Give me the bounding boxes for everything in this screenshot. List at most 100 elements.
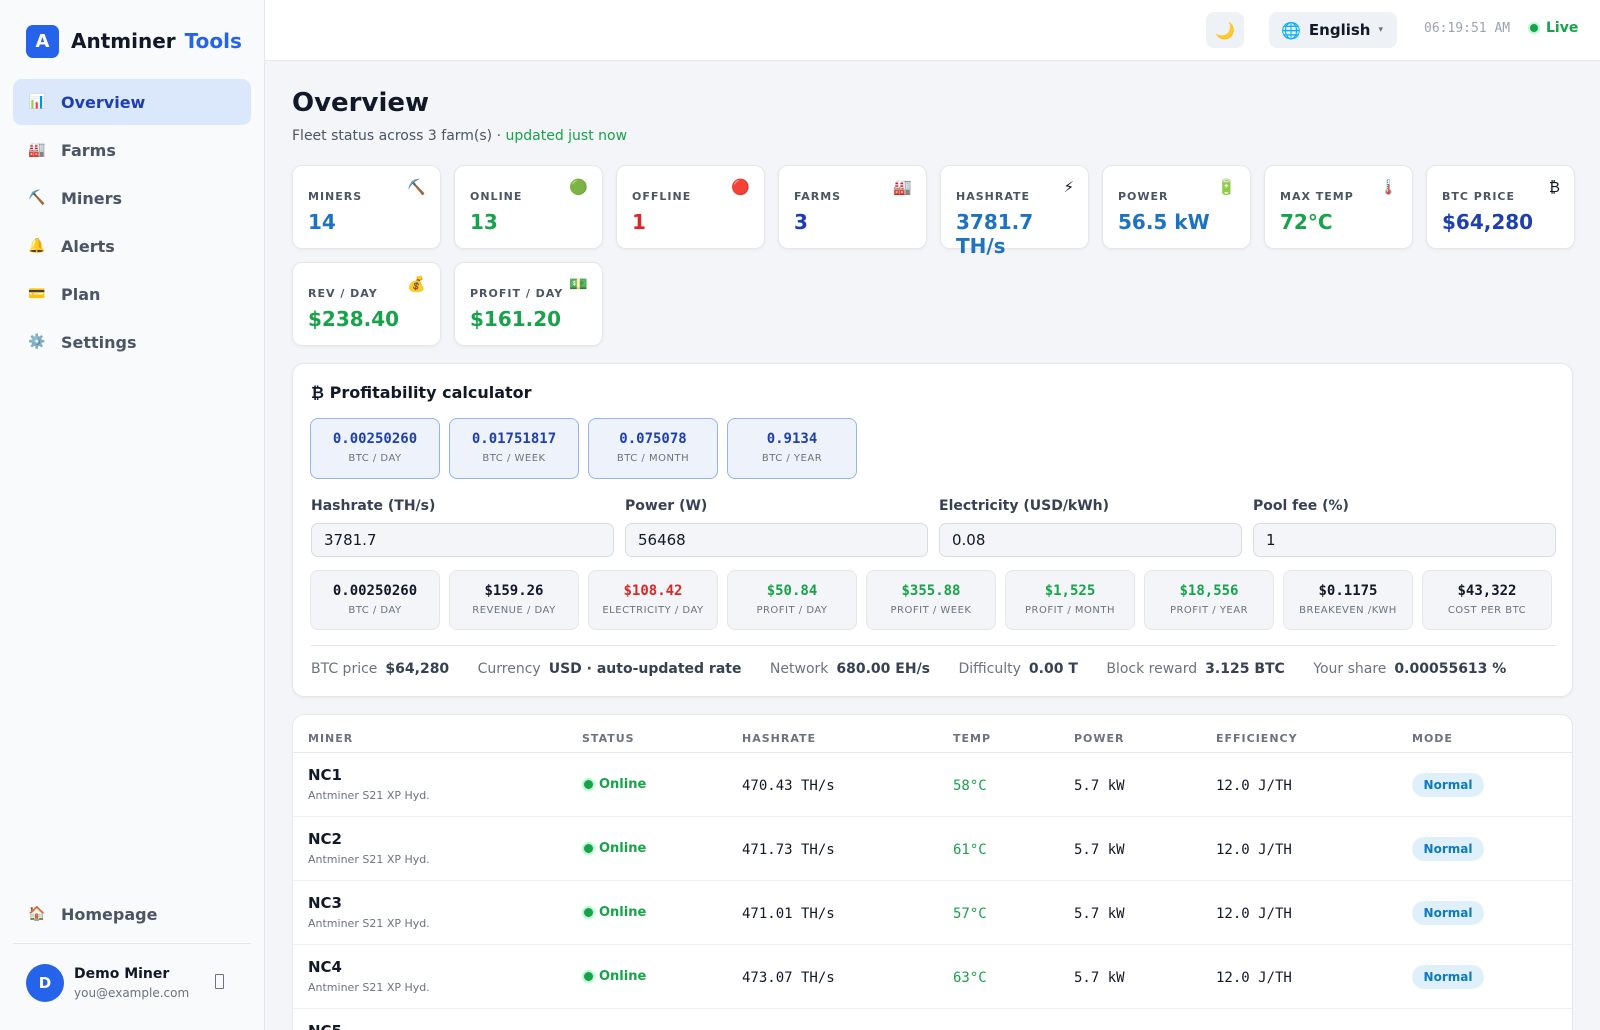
status-badge: Online [582,969,646,984]
btc-tile-label: BTC / YEAR [761,453,823,464]
column-header-status[interactable]: STATUS [582,732,635,745]
footer-value: 3.125 BTC [1205,661,1285,677]
clock: 06:19:51 AM [1424,21,1511,36]
sidebar-item-label: Farms [61,140,116,160]
table-row[interactable]: NC1 Antminer S21 XP Hyd. Online 470.43 T… [293,753,1572,817]
result-label: REVENUE / DAY [472,605,556,616]
result-value: $355.88 [901,583,961,599]
sidebar-item-label: Alerts [61,236,115,256]
table-row[interactable]: NC5 [293,1009,1572,1030]
homepage-link[interactable]: 🏠 Homepage [13,891,251,937]
sidebar-item-label: Settings [61,332,137,352]
sidebar-divider [13,943,251,944]
btc-tile-value: 0.00250260 [332,431,418,447]
stat-value: 14 [308,210,336,234]
hashrate-input[interactable] [311,523,614,557]
calculator-footer: BTC price $64,280 Currency USD · auto-upda… [311,661,1530,677]
footer-key: Block reward [1106,661,1198,677]
sidebar-item-farms[interactable]: 🏭 Farms [13,127,251,173]
column-header-temp[interactable]: TEMP [953,732,992,745]
calculator-divider [311,645,1556,646]
stat-label: FARMS [794,190,842,203]
pool-fee-field-label: Pool fee (%) [1253,498,1349,514]
user-profile[interactable]: D Demo Miner you@example.com [26,962,246,1004]
status-dot-icon [582,778,595,791]
electricity-field-label: Electricity (USD/kWh) [939,498,1110,514]
result-label: PROFIT / MONTH [1025,605,1115,616]
result-value: $18,556 [1179,583,1239,599]
result-profit-day: $50.84 PROFIT / DAY [727,570,857,630]
table-row[interactable]: NC2 Antminer S21 XP Hyd. Online 471.73 T… [293,817,1572,881]
pool-fee-input[interactable] [1253,523,1556,557]
miner-name: NC3 [308,894,342,912]
btc-tile-value: 0.9134 [766,431,818,447]
stat-card-offline: OFFLINE 🔴 1 [616,165,765,249]
profitability-calculator: ₿ Profitability calculator 0.00250260 BT… [292,363,1573,697]
lightning-icon: ⚡ [1063,178,1074,196]
language-select[interactable]: 🌐 English ▾ [1269,12,1397,48]
column-header-mode[interactable]: MODE [1412,732,1453,745]
miner-efficiency: 12.0 J/TH [1216,970,1292,986]
language-label: English [1308,21,1371,39]
stat-value: 13 [470,210,498,234]
column-header-hashrate[interactable]: HASHRATE [742,732,816,745]
stat-card-online: ONLINE 🟢 13 [454,165,603,249]
miner-model: Antminer S21 XP Hyd. [308,853,430,866]
result-label: PROFIT / YEAR [1169,605,1249,616]
stat-card-btc-price: BTC PRICE ₿ $64,280 [1426,165,1575,249]
sidebar: A Antminer Tools 📊 Overview 🏭 Farms ⛏️ M… [0,0,265,1030]
table-row[interactable]: NC4 Antminer S21 XP Hyd. Online 473.07 T… [293,945,1572,1009]
stat-label: REV / DAY [308,287,378,300]
calculator-title: ₿ Profitability calculator [311,383,532,402]
footer-key: Currency [477,661,541,677]
brand-accent: Tools [184,29,242,53]
btc-tile-label: BTC / MONTH [616,453,690,464]
chevron-down-icon: ▾ [1378,25,1384,35]
logout-icon[interactable] [215,974,224,989]
column-header-miner[interactable]: MINER [308,732,354,745]
miner-power: 5.7 kW [1074,778,1125,794]
result-label: BREAKEVEN /KWH [1299,605,1397,616]
miner-efficiency: 12.0 J/TH [1216,778,1292,794]
stat-value: 56.5 kW [1118,210,1210,234]
result-label: BTC / DAY [348,605,402,616]
sidebar-item-plan[interactable]: 💳 Plan [13,271,251,317]
stat-value: $64,280 [1442,210,1534,234]
table-row[interactable]: NC3 Antminer S21 XP Hyd. Online 471.01 T… [293,881,1572,945]
user-email: you@example.com [74,986,190,1000]
sidebar-nav: 📊 Overview 🏭 Farms ⛏️ Miners 🔔 Alerts 💳 … [13,79,251,367]
btc-year-tile: 0.9134 BTC / YEAR [727,418,857,479]
result-cost-per-btc: $43,322 COST PER BTC [1422,570,1552,630]
electricity-input[interactable] [939,523,1242,557]
result-value: $0.1175 [1318,583,1378,599]
credit-card-icon: 💳 [28,286,46,302]
stat-value: 72°C [1280,210,1333,234]
mode-badge: Normal [1412,901,1484,925]
theme-toggle-button[interactable]: 🌙 [1206,12,1244,48]
sidebar-item-settings[interactable]: ⚙️ Settings [13,319,251,365]
stat-value: $161.20 [470,307,562,331]
miner-temp: 58°C [953,778,987,794]
result-profit-year: $18,556 PROFIT / YEAR [1144,570,1274,630]
power-input[interactable] [625,523,928,557]
brand[interactable]: A Antminer Tools [26,24,242,58]
page-title: Overview [292,88,430,118]
sidebar-item-overview[interactable]: 📊 Overview [13,79,251,125]
column-header-power[interactable]: POWER [1074,732,1125,745]
live-indicator: Live [1528,20,1578,36]
gear-icon: ⚙️ [28,334,46,350]
sidebar-item-miners[interactable]: ⛏️ Miners [13,175,251,221]
battery-icon: 🔋 [1217,178,1236,196]
footer-value: USD · auto-updated rate [548,661,742,677]
factory-icon: 🏭 [28,142,46,158]
user-name: Demo Miner [74,966,170,982]
sidebar-item-alerts[interactable]: 🔔 Alerts [13,223,251,269]
mode-badge: Normal [1412,965,1484,989]
result-profit-month: $1,525 PROFIT / MONTH [1005,570,1135,630]
sidebar-item-label: Overview [61,92,146,112]
miner-power: 5.7 kW [1074,906,1125,922]
column-header-efficiency[interactable]: EFFICIENCY [1216,732,1298,745]
miner-model: Antminer S21 XP Hyd. [308,789,430,802]
result-value: $108.42 [623,583,683,599]
result-label: PROFIT / DAY [756,605,828,616]
